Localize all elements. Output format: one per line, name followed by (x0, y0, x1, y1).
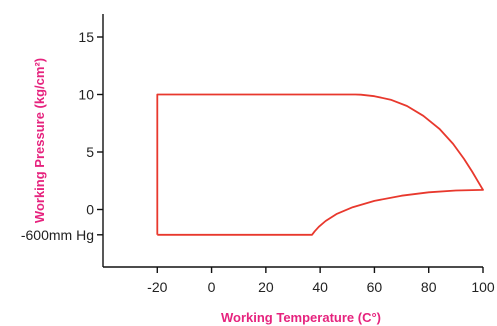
x-tick-label: 40 (312, 279, 328, 295)
y-tick-label: -600mm Hg (21, 227, 94, 243)
y-axis-title: Working Pressure (kg/cm²) (32, 58, 47, 223)
x-tick-label: -20 (147, 279, 167, 295)
x-axis-title: Working Temperature (C°) (221, 310, 381, 325)
y-tick-label: 10 (78, 87, 94, 103)
x-tick-label: 20 (258, 279, 274, 295)
ticks (97, 36, 484, 273)
y-tick-label: 15 (78, 29, 94, 45)
y-tick-label: 0 (86, 202, 94, 218)
x-tick-label: 60 (367, 279, 383, 295)
x-tick-label: 100 (471, 279, 495, 295)
x-tick-label: 80 (421, 279, 437, 295)
axes (102, 14, 483, 268)
tick-labels: -20 0 20 40 60 80 100 -600mm Hg 0 5 10 15 (21, 29, 495, 295)
series (156, 93, 484, 236)
y-tick-label: 5 (86, 144, 94, 160)
operating-envelope-line (156, 93, 484, 236)
x-tick-label: 0 (208, 279, 216, 295)
